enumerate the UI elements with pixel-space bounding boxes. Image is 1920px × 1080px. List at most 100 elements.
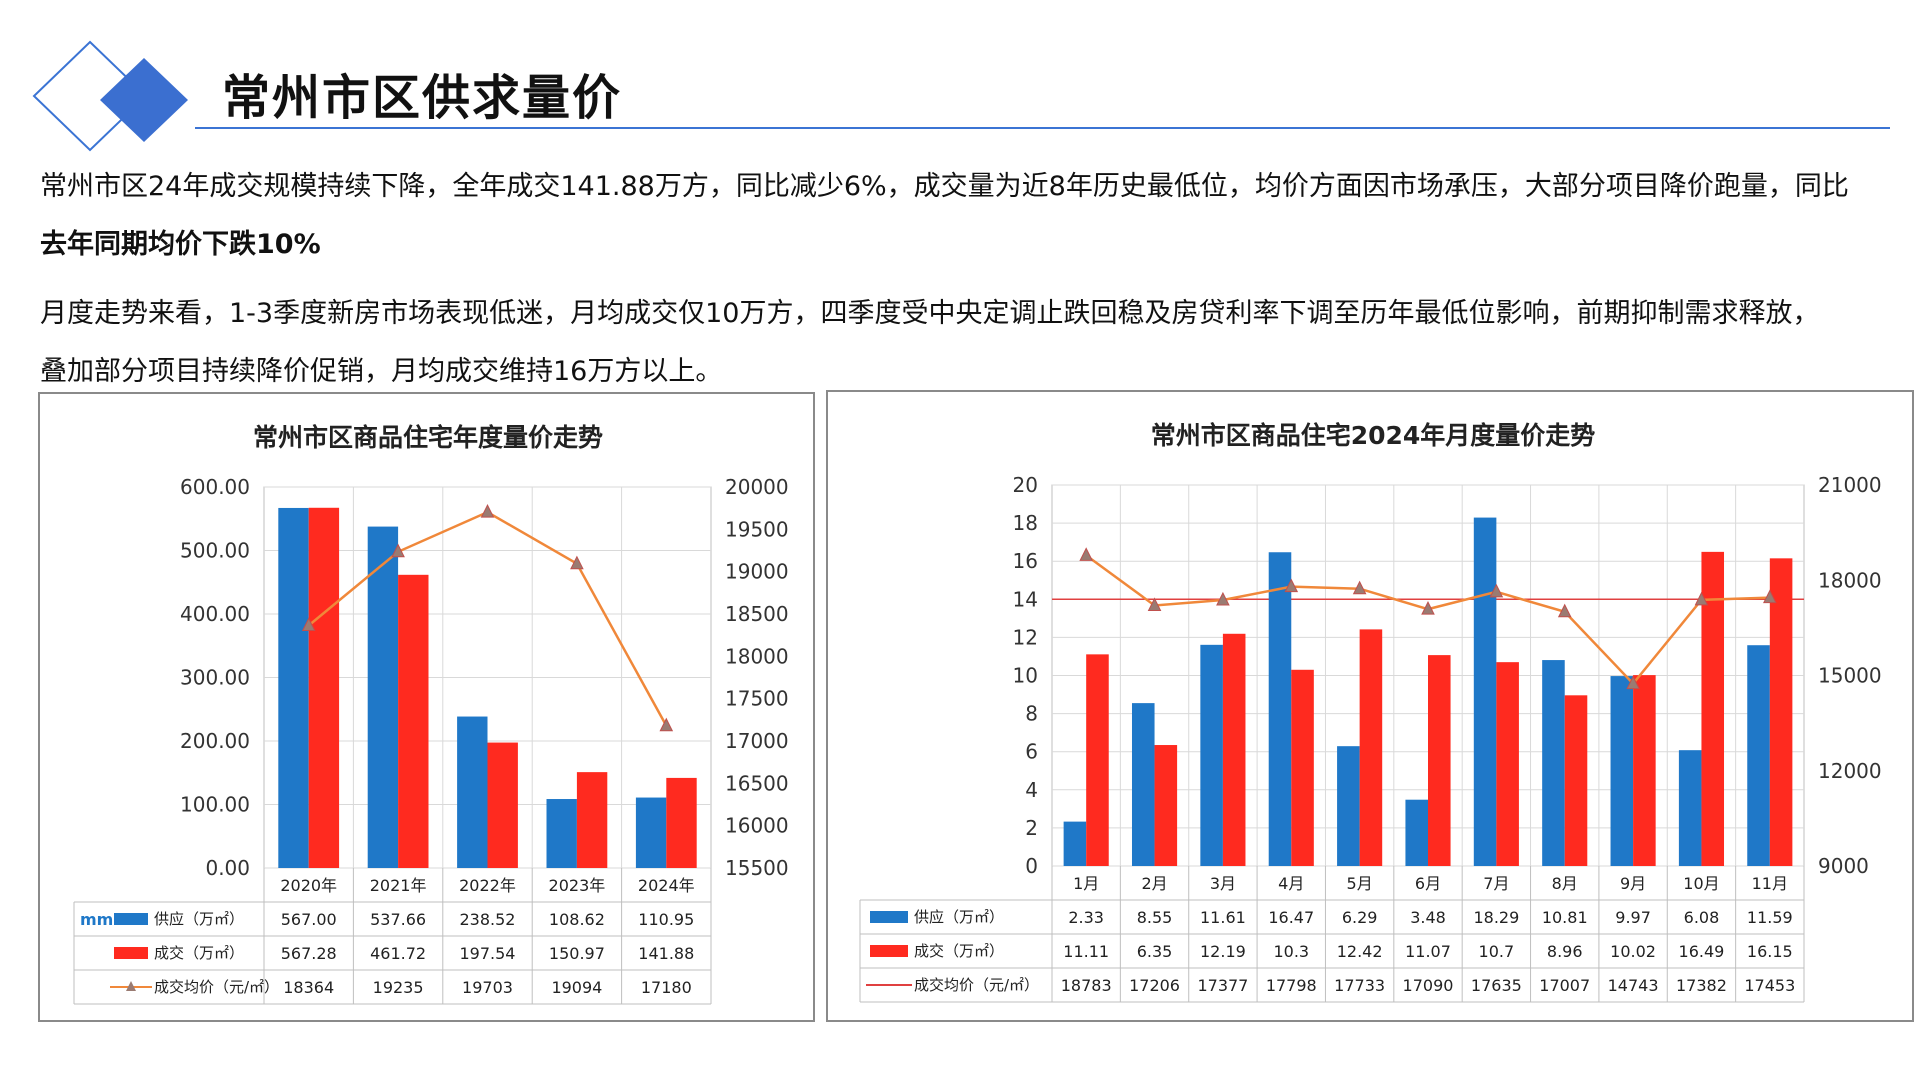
x-tick-label: 1月 xyxy=(1073,874,1099,893)
data-label: 3.48 xyxy=(1410,908,1446,927)
deal-bar xyxy=(1086,654,1109,866)
page-title: 常州市区供求量价 xyxy=(222,70,623,126)
supply-bar xyxy=(457,716,488,868)
chart-title: 常州市区商品住宅2024年月度量价走势 xyxy=(1151,421,1596,450)
data-label: 8.96 xyxy=(1547,942,1583,961)
deal-bar xyxy=(487,742,518,868)
price-marker xyxy=(1147,597,1162,611)
x-tick-label: 2022年 xyxy=(459,876,516,895)
data-label: 197.54 xyxy=(460,944,516,963)
supply-bar xyxy=(1678,750,1702,866)
x-tick-label: 2021年 xyxy=(370,876,427,895)
data-label: 108.62 xyxy=(549,910,605,929)
y2-tick-label: 16000 xyxy=(725,814,789,838)
data-label: 150.97 xyxy=(549,944,605,963)
data-label: 10.02 xyxy=(1610,942,1656,961)
price-marker xyxy=(480,504,495,518)
data-label: 17453 xyxy=(1744,976,1795,995)
data-label: 6.35 xyxy=(1137,942,1173,961)
y2-tick-label: 15500 xyxy=(725,856,789,880)
y-tick-label: 4 xyxy=(1025,778,1038,802)
data-label: 17180 xyxy=(641,978,692,997)
data-label: 17382 xyxy=(1676,976,1727,995)
legend-label: 成交（万㎡） xyxy=(154,944,244,962)
x-tick-label: 5月 xyxy=(1347,874,1373,893)
x-tick-label: 2月 xyxy=(1141,874,1167,893)
data-label: 16.47 xyxy=(1268,908,1314,927)
data-label: 17733 xyxy=(1334,976,1385,995)
deal-bar xyxy=(1769,558,1793,866)
data-label: 17206 xyxy=(1129,976,1180,995)
deal-bar xyxy=(308,507,340,868)
data-label: 17635 xyxy=(1471,976,1522,995)
data-label: 11.59 xyxy=(1747,908,1793,927)
deal-bar xyxy=(576,772,608,868)
data-label: 567.00 xyxy=(281,910,337,929)
x-tick-label: 11月 xyxy=(1752,874,1788,893)
y-tick-label: 18 xyxy=(1013,511,1038,535)
y-tick-label: 16 xyxy=(1013,549,1038,573)
price-marker xyxy=(1079,547,1093,561)
monthly-chart-panel: 常州市区商品住宅2024年月度量价走势 20 18 16 14 12 10 8 6 4 2 0 2100… xyxy=(826,390,1914,1022)
supply-bar xyxy=(635,797,667,868)
price-marker xyxy=(659,717,674,732)
diamond-logo-icon xyxy=(30,38,190,162)
supply-bar xyxy=(1473,517,1497,866)
data-label: 17090 xyxy=(1403,976,1454,995)
data-label: 11.07 xyxy=(1405,942,1451,961)
deal-bar xyxy=(1291,669,1314,866)
deal-bar xyxy=(1154,745,1178,866)
data-label: 17377 xyxy=(1197,976,1248,995)
deal-bar xyxy=(1633,675,1656,866)
supply-bar xyxy=(1131,703,1155,866)
trend-line-2: 叠加部分项目持续降价促销，月均成交维持16万方以上。 xyxy=(40,356,723,387)
x-tick-label: 2020年 xyxy=(280,876,337,895)
y-tick-label: 0.00 xyxy=(205,856,250,880)
y-tick-label: 500.00 xyxy=(180,539,250,563)
deal-bar xyxy=(1701,551,1725,866)
x-tick-label: 4月 xyxy=(1278,874,1304,893)
legend-label: 成交均价（元/㎡） xyxy=(914,976,1039,994)
data-label: 567.28 xyxy=(281,944,337,963)
price-marker xyxy=(1557,603,1572,618)
summary-line-2: 去年同期均价下跌10% xyxy=(40,229,321,260)
data-label: 10.81 xyxy=(1542,908,1588,927)
deal-bar xyxy=(1428,655,1451,866)
data-label: 17007 xyxy=(1539,976,1590,995)
data-label: 18.29 xyxy=(1473,908,1519,927)
data-label: 16.49 xyxy=(1679,942,1725,961)
x-tick-label: 10月 xyxy=(1683,874,1719,893)
y2-tick-label: 16500 xyxy=(725,771,789,795)
x-tick-label: 7月 xyxy=(1483,874,1509,893)
data-label: 12.42 xyxy=(1337,942,1383,961)
data-label: 18783 xyxy=(1061,976,1112,995)
summary-line-1: 常州市区24年成交规模持续下降，全年成交141.88万方，同比减少6%，成交量为… xyxy=(40,171,1849,202)
y2-tick-label: 18000 xyxy=(725,644,789,668)
data-label: 11.61 xyxy=(1200,908,1246,927)
y-tick-label: 100.00 xyxy=(180,793,250,817)
supply-bar xyxy=(367,526,399,868)
legend-label: 成交均价（元/㎡） xyxy=(154,978,279,996)
supply-bar xyxy=(1405,799,1428,866)
y2-tick-label: 20000 xyxy=(725,475,789,499)
y-tick-label: 400.00 xyxy=(180,602,250,626)
data-label: 17798 xyxy=(1266,976,1317,995)
data-label: 141.88 xyxy=(638,944,694,963)
price-marker xyxy=(391,543,405,558)
y2-tick-label: 12000 xyxy=(1818,759,1882,783)
data-label: 11.11 xyxy=(1063,942,1109,961)
y2-tick-label: 17500 xyxy=(725,687,789,711)
y2-tick-label: 18500 xyxy=(725,602,789,626)
y2-tick-label: 9000 xyxy=(1818,854,1869,878)
y-tick-label: 12 xyxy=(1013,625,1038,649)
y-tick-label: 2 xyxy=(1025,816,1038,840)
price-marker xyxy=(1284,578,1299,593)
supply-bar xyxy=(1610,676,1634,866)
price-marker xyxy=(301,617,316,632)
data-label: 19703 xyxy=(462,978,513,997)
price-marker xyxy=(1352,580,1367,595)
x-tick-label: 9月 xyxy=(1620,874,1646,893)
deal-legend-key xyxy=(114,947,148,959)
x-tick-label: 8月 xyxy=(1552,874,1578,893)
